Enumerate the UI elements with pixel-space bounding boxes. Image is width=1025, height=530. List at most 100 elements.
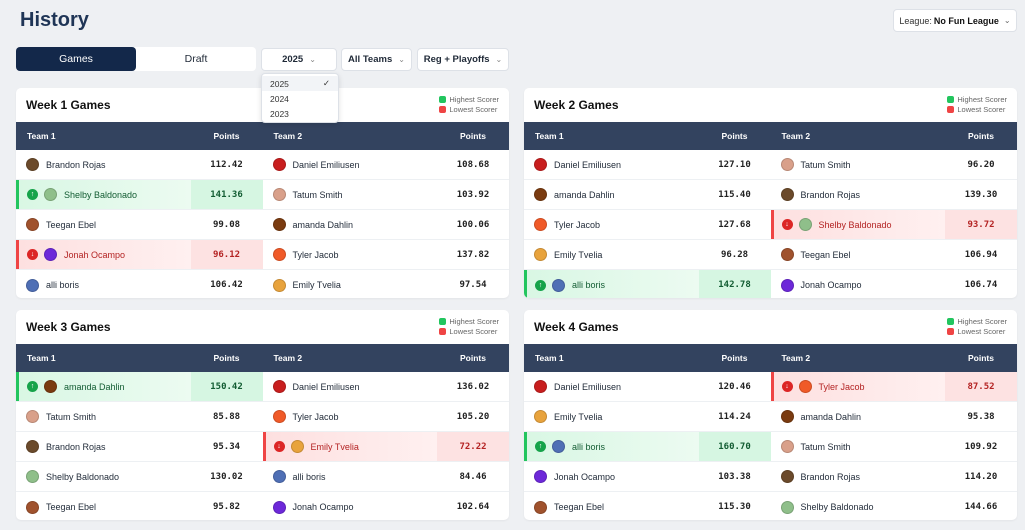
table-row: Tatum Smith 85.88 Tyler Jacob 105.20: [16, 402, 509, 432]
week-title: Week 2 Games: [534, 98, 619, 112]
team-points: 137.82: [456, 249, 490, 260]
table-row: Brandon Rojas 112.42 Daniel Emiliusen 10…: [16, 150, 509, 180]
team-cell[interactable]: ↓ Tyler Jacob 87.52: [770, 372, 1017, 401]
chevron-down-icon: ⌄: [495, 55, 503, 64]
teams-select[interactable]: All Teams ⌄: [341, 48, 412, 71]
legend: Highest Scorer Lowest Scorer: [439, 317, 499, 337]
team-points: 115.30: [718, 502, 751, 512]
team-cell[interactable]: Tyler Jacob 105.20: [263, 402, 510, 431]
team-cell[interactable]: Brandon Rojas 95.34: [16, 432, 263, 461]
team-cell[interactable]: Shelby Baldonado 144.66: [771, 492, 1018, 520]
team-cell[interactable]: Daniel Emiliusen 127.10: [524, 150, 771, 179]
team-avatar-icon: [780, 248, 794, 261]
team-name: Teegan Ebel: [46, 219, 97, 230]
team-cell[interactable]: Daniel Emiliusen 108.68: [263, 150, 510, 179]
team-avatar-icon: [272, 278, 286, 292]
table-row: Brandon Rojas 95.34 ↓ Emily Tvelia 72.22: [16, 432, 509, 462]
col-team2: Team 2: [273, 131, 303, 141]
team-avatar-icon: [534, 248, 547, 261]
team-cell[interactable]: Shelby Baldonado 130.02: [16, 462, 263, 491]
league-selector[interactable]: League: No Fun League ⌄: [893, 9, 1017, 32]
team-avatar-icon: [272, 380, 286, 393]
team-cell[interactable]: Tyler Jacob 137.82: [263, 240, 510, 269]
team-name: amanda Dahlin: [64, 381, 125, 392]
team-cell[interactable]: amanda Dahlin 100.06: [263, 210, 510, 239]
team-cell[interactable]: Tatum Smith 85.88: [16, 402, 263, 431]
team-cell[interactable]: Tatum Smith 103.92: [263, 180, 510, 209]
team-avatar-icon: [26, 278, 39, 292]
team-cell[interactable]: alli boris 106.42: [16, 270, 263, 298]
team-points: 106.42: [210, 280, 243, 290]
team-cell[interactable]: Daniel Emiliusen 136.02: [263, 372, 510, 401]
col-points: Points: [968, 131, 994, 141]
team-cell[interactable]: Jonah Ocampo 103.38: [524, 462, 771, 491]
team-cell[interactable]: ↓ Jonah Ocampo 96.12: [16, 240, 263, 269]
week-title: Week 3 Games: [26, 320, 111, 334]
table-row: Daniel Emiliusen 127.10 Tatum Smith 96.2…: [524, 150, 1017, 180]
game-type-value: Reg + Playoffs: [423, 54, 490, 65]
team-cell[interactable]: ↑ alli boris 142.78: [524, 270, 771, 298]
team-name: alli boris: [572, 280, 606, 290]
team-cell[interactable]: Teegan Ebel 95.82: [16, 492, 263, 520]
team-points: 96.20: [967, 159, 995, 170]
team-cell[interactable]: amanda Dahlin 115.40: [524, 180, 771, 209]
team-cell[interactable]: Brandon Rojas 114.20: [771, 462, 1018, 491]
team-points: 142.78: [698, 270, 771, 298]
team-name: Emily Tvelia: [554, 411, 603, 422]
team-name: Daniel Emiliusen: [554, 381, 622, 392]
season-dropdown: 2025 ✓ 2024 2023: [261, 73, 339, 123]
team-cell[interactable]: Jonah Ocampo 102.64: [263, 492, 510, 520]
tab-draft[interactable]: Draft: [184, 53, 208, 65]
team-avatar-icon: [272, 470, 286, 483]
team-name: Teegan Ebel: [800, 249, 851, 260]
team-cell[interactable]: Emily Tvelia 114.24: [524, 402, 771, 431]
team-points: 85.88: [212, 411, 241, 422]
team-cell[interactable]: Tyler Jacob 127.68: [524, 210, 771, 239]
team-cell[interactable]: Tatum Smith 109.92: [771, 432, 1018, 461]
highest-swatch: [439, 96, 447, 103]
team-name: Emily Tvelia: [554, 249, 603, 260]
team-cell[interactable]: Brandon Rojas 112.42: [16, 150, 263, 179]
team-cell[interactable]: Teegan Ebel 106.94: [771, 240, 1018, 269]
team-cell[interactable]: Daniel Emiliusen 120.46: [524, 372, 771, 401]
col-points: Points: [721, 353, 748, 363]
lowest-swatch: [947, 106, 955, 113]
team-cell[interactable]: ↑ amanda Dahlin 150.42: [16, 372, 263, 401]
team-cell[interactable]: Jonah Ocampo 106.74: [771, 270, 1018, 298]
team-points: 103.92: [456, 189, 490, 200]
col-points: Points: [721, 131, 748, 141]
team-name: Tyler Jacob: [292, 411, 339, 422]
team-cell[interactable]: alli boris 84.46: [263, 462, 510, 491]
team-cell[interactable]: Emily Tvelia 96.28: [524, 240, 771, 269]
team-avatar-icon: [26, 158, 39, 171]
team-avatar-icon: [780, 500, 794, 514]
team-cell[interactable]: Teegan Ebel 115.30: [524, 492, 771, 520]
team-cell[interactable]: ↓ Emily Tvelia 72.22: [262, 432, 509, 461]
team-name: alli boris: [292, 471, 326, 482]
season-option-2023[interactable]: 2023: [270, 108, 289, 119]
team-avatar-icon: [534, 410, 547, 423]
team-cell[interactable]: ↓ Shelby Baldonado 93.72: [770, 210, 1017, 239]
team-cell[interactable]: ↑ Shelby Baldonado 141.36: [16, 180, 263, 209]
team-name: Tatum Smith: [46, 411, 97, 422]
team-cell[interactable]: Emily Tvelia 97.54: [263, 270, 510, 298]
team-cell[interactable]: Tatum Smith 96.20: [771, 150, 1018, 179]
league-value: No Fun League: [933, 15, 999, 26]
team-cell[interactable]: ↑ alli boris 160.70: [524, 432, 771, 461]
team-points: 84.46: [459, 471, 487, 482]
season-option-2025[interactable]: 2025 ✓: [262, 76, 338, 91]
team-cell[interactable]: amanda Dahlin 95.38: [771, 402, 1018, 431]
week-title: Week 4 Games: [534, 320, 619, 334]
team-points: 95.38: [967, 411, 995, 422]
team-name: Tyler Jacob: [292, 249, 339, 260]
tab-games[interactable]: Games: [16, 47, 136, 71]
table-row: amanda Dahlin 115.40 Brandon Rojas 139.3…: [524, 180, 1017, 210]
team-name: Tatum Smith: [800, 159, 851, 170]
season-option-2024[interactable]: 2024: [270, 93, 289, 104]
legend: Highest Scorer Lowest Scorer: [947, 95, 1007, 115]
team-avatar-icon: [534, 218, 547, 231]
game-type-select[interactable]: Reg + Playoffs ⌄: [417, 48, 509, 71]
team-cell[interactable]: Teegan Ebel 99.08: [16, 210, 263, 239]
team-cell[interactable]: Brandon Rojas 139.30: [771, 180, 1018, 209]
season-select[interactable]: 2025 ⌄: [261, 48, 337, 71]
